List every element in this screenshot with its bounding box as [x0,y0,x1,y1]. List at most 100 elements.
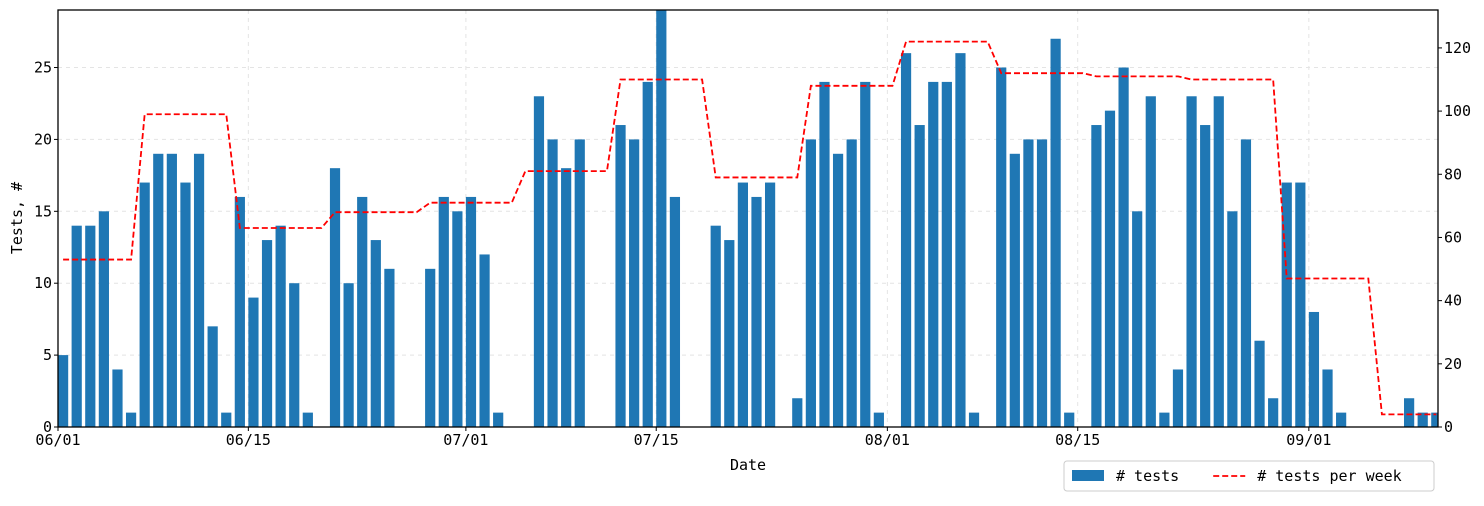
bar [914,125,925,427]
x-tick-label: 06/15 [226,431,271,449]
bar [343,283,354,427]
bar [1132,211,1143,427]
line [63,40,1437,416]
bar [710,225,721,427]
bar [1118,67,1129,427]
bar [873,412,884,427]
bar [1172,369,1184,427]
bar [941,81,952,427]
legend-label: # tests per week [1257,467,1402,485]
bar [1050,38,1061,427]
y-tick-label: 10 [34,274,52,292]
bar [234,196,245,427]
bar [248,297,259,427]
bar [452,211,463,427]
bar [193,153,205,427]
bar [1091,125,1102,427]
bar [955,53,966,427]
bar [1431,412,1438,427]
bar [357,196,368,427]
bar [1186,96,1197,427]
bar [85,225,96,427]
bar [465,196,477,427]
bar [438,196,449,427]
bar [58,355,69,427]
bar [493,412,504,427]
bar [261,240,273,427]
bar [629,139,640,427]
bar [112,369,123,427]
bar [425,268,436,427]
bar [615,125,626,427]
x-tick-label: 06/01 [35,431,80,449]
bar [125,412,137,427]
bar [928,81,939,427]
bar [370,240,381,427]
bar [1009,153,1020,427]
x-tick-label: 08/01 [865,431,910,449]
y-tick-label: 5 [43,346,52,364]
bar [139,182,150,427]
legend-box [1063,460,1435,492]
y-tick-label: 25 [34,59,52,77]
bar [1281,182,1292,427]
y2-tick-label: 120 [1444,39,1471,57]
bar [384,268,395,427]
bar [302,412,313,427]
bar [574,139,585,427]
bar [479,254,490,427]
bar [832,153,844,427]
x-tick-label: 08/15 [1055,431,1100,449]
plot-frame [57,9,1439,428]
bar [221,412,232,427]
y-tick-label: 15 [34,202,52,220]
bar [1064,412,1075,427]
x-tick-label: 07/01 [443,431,488,449]
bar [153,153,164,427]
bar [71,225,82,427]
bar [1023,139,1034,427]
x-tick-label: 09/01 [1286,431,1331,449]
bar [792,398,803,427]
bar [1104,110,1116,427]
bar [764,182,776,427]
bar [1159,412,1170,427]
y2-tick-label: 40 [1444,292,1462,310]
bar [724,240,735,427]
y2-tick-label: 80 [1444,165,1462,183]
bar [1213,96,1224,427]
bar [289,283,300,427]
bar [846,139,857,427]
y-axis-label: Tests, # [8,182,26,254]
bar [1145,96,1156,427]
bar [656,10,667,427]
bar [180,182,191,427]
y2-tick-label: 60 [1444,228,1462,246]
bar [819,81,830,427]
bar [207,326,218,427]
bar [751,196,762,427]
bar [1240,139,1252,427]
bar [860,81,871,427]
y2-tick-label: 20 [1444,355,1462,373]
bar [561,168,572,427]
x-tick-label: 07/15 [634,431,679,449]
bar [1417,412,1428,427]
bar [1254,340,1265,427]
bar [547,139,558,427]
bar [533,96,545,427]
bar [968,412,980,427]
bar [275,225,286,427]
bar [1295,182,1306,427]
bar [1227,211,1238,427]
bar [900,53,912,427]
bar [1322,369,1333,427]
bar [1268,398,1279,427]
legend-swatch [1072,470,1104,481]
bar [1308,311,1320,427]
legend-label: # tests [1116,467,1179,485]
bar [329,168,341,427]
bar [642,81,653,427]
bar [669,196,681,427]
